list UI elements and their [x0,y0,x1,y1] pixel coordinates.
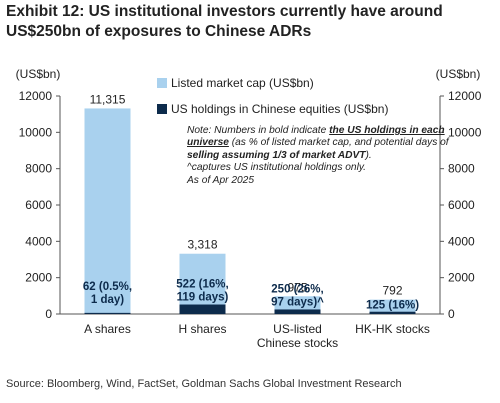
x-tick-label: H shares [178,322,226,336]
x-tick-label: A shares [84,322,131,336]
legend-swatch-listed [157,78,167,88]
y-tick-label-left: 12000 [19,89,53,103]
note-line-2: ^captures US institutional holdings only… [187,162,367,174]
y-axis-right-label: (US$bn) [436,67,481,81]
source-note: Source: Bloomberg, Wind, FactSet, Goldma… [6,378,402,390]
x-tick-label: HK-HK stocks [355,322,430,336]
y-tick-label-right: 8000 [448,162,475,176]
y-tick-label-left: 2000 [25,271,52,285]
data-label-us-holdings: 250 (26%, [271,283,323,295]
y-tick-label-right: 6000 [448,198,475,212]
note-text-underlined: the US holdings in each universe [187,125,445,149]
legend-label-listed: Listed market cap (US$bn) [171,76,314,90]
data-label-us-holdings: 522 (16%, [176,279,228,291]
data-label-us-holdings: 119 days) [177,292,229,304]
title-line-1: Exhibit 12: US institutional investors c… [6,3,443,20]
x-tick-label: US-listed [273,322,322,336]
data-label-us-holdings: 62 (0.5%, [83,281,132,293]
data-label-us-holdings: 125 (16%) [366,300,419,312]
bar-listed-market-cap [84,108,131,314]
y-tick-label-left: 0 [45,307,52,321]
x-tick-label: Chinese stocks [257,336,338,350]
bar-listed-market-cap [369,299,416,314]
y-tick-label-right: 4000 [448,234,475,248]
legend-swatch-us-holdings [157,104,167,114]
y-tick-label-right: 2000 [448,271,475,285]
legend-label-us-holdings: US holdings in Chinese equities (US$bn) [171,102,388,116]
note-text-bold: selling assuming 1/3 of market ADVT [187,149,366,161]
data-label-listed: 11,315 [90,92,126,106]
data-label-listed: 792 [382,284,402,298]
bar-us-holdings [274,309,321,314]
chart-note: Note: Numbers in bold indicate the US ho… [187,125,459,187]
chart-title: Exhibit 12: US institutional investors c… [6,2,496,42]
data-label-us-holdings: 1 day) [91,294,124,306]
note-line-3: As of Apr 2025 [187,174,255,186]
y-tick-label-left: 4000 [25,234,52,248]
bar-listed-market-cap [179,253,226,314]
bar-us-holdings [369,311,416,314]
y-tick-label-left: 8000 [25,162,52,176]
y-axis-left-label: (US$bn) [16,67,61,81]
bar-us-holdings [179,304,226,314]
note-text-1: Note: Numbers in bold indicate [187,125,330,136]
bar-us-holdings [84,312,131,314]
data-label-us-holdings: 97 days)^ [271,296,324,308]
y-tick-label-right: 10000 [448,125,482,139]
note-text-3: ). [365,149,372,161]
y-tick-label-left: 6000 [25,198,52,212]
y-tick-label-right: 0 [448,307,455,321]
data-label-listed: 975 [287,280,307,294]
note-text-2: (as % of listed market cap, and potentia… [228,137,449,149]
y-tick-label-left: 10000 [19,125,53,139]
y-tick-label-right: 12000 [448,89,482,103]
data-label-listed: 3,318 [187,238,217,252]
title-line-2: US$250bn of exposures to Chinese ADRs [6,23,312,40]
